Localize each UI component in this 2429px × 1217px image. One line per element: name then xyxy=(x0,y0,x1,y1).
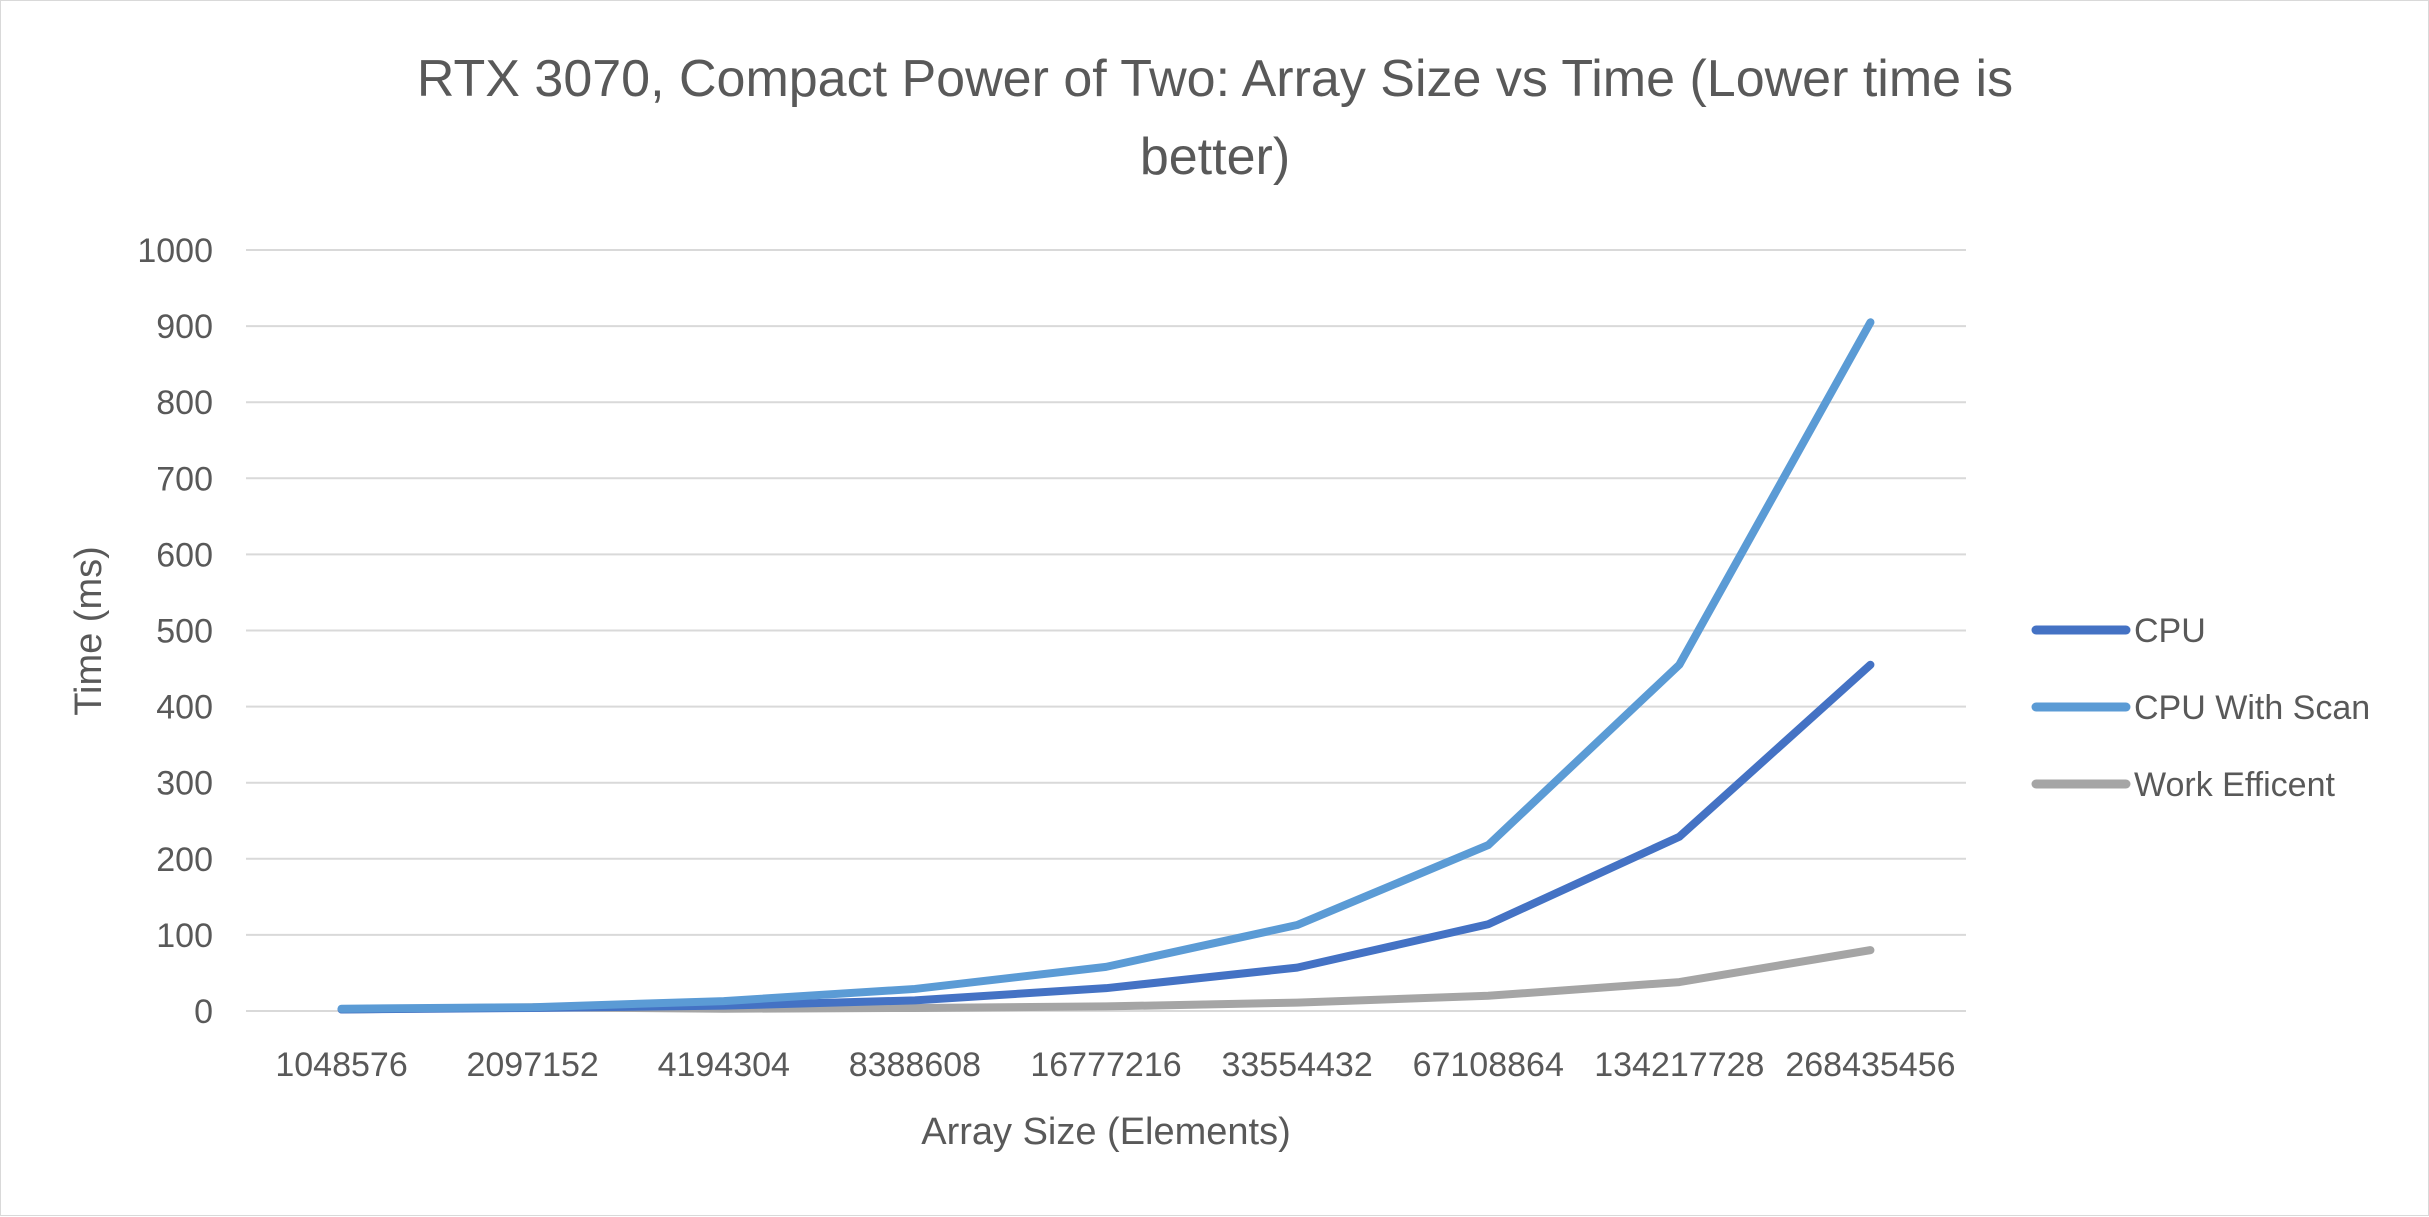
y-tick-label: 1000 xyxy=(137,232,213,270)
y-tick-label: 500 xyxy=(156,613,213,651)
y-tick-label: 900 xyxy=(156,308,213,346)
y-tick-label: 200 xyxy=(156,841,213,879)
x-axis-tick-labels: 1048576 2097152 4194304 8388608 16777216 3355… xyxy=(275,1046,1955,1084)
series-line-cpu-with-scan xyxy=(337,318,1875,1013)
y-tick-label: 100 xyxy=(156,917,213,955)
series-lines xyxy=(337,318,1875,1014)
legend-label: CPU xyxy=(2134,612,2206,650)
y-axis-title: Time (ms) xyxy=(68,546,110,716)
x-tick-label: 4194304 xyxy=(658,1046,790,1084)
chart-title: RTX 3070, Compact Power of Two: Array Si… xyxy=(417,50,2013,186)
gridlines xyxy=(246,249,1966,1012)
x-tick-label: 2097152 xyxy=(466,1046,598,1084)
legend-label: Work Efficent xyxy=(2134,766,2335,804)
y-axis-tick-labels: 0 100 200 300 400 500 600 700 800 900 1000 xyxy=(137,232,213,1031)
y-tick-label: 800 xyxy=(156,384,213,422)
x-axis-title: Array Size (Elements) xyxy=(921,1111,1291,1153)
x-tick-label: 16777216 xyxy=(1030,1046,1181,1084)
chart-title-line-2: better) xyxy=(1140,128,1290,186)
legend-label: CPU With Scan xyxy=(2134,689,2370,727)
series-line-cpu xyxy=(337,660,1875,1014)
y-tick-label: 700 xyxy=(156,460,213,498)
x-tick-label: 8388608 xyxy=(849,1046,981,1084)
x-tick-label: 134217728 xyxy=(1594,1046,1764,1084)
legend: CPU CPU With Scan Work Efficent xyxy=(2031,612,2370,804)
y-tick-label: 400 xyxy=(156,689,213,727)
chart-title-line-1: RTX 3070, Compact Power of Two: Array Si… xyxy=(417,50,2013,108)
y-tick-label: 0 xyxy=(194,993,213,1031)
x-tick-label: 1048576 xyxy=(275,1046,407,1084)
x-tick-label: 67108864 xyxy=(1413,1046,1564,1084)
x-tick-label: 268435456 xyxy=(1785,1046,1955,1084)
x-tick-label: 33554432 xyxy=(1221,1046,1372,1084)
series-line-work-efficent xyxy=(337,946,1875,1014)
y-tick-label: 300 xyxy=(156,765,213,803)
y-tick-label: 600 xyxy=(156,536,213,574)
